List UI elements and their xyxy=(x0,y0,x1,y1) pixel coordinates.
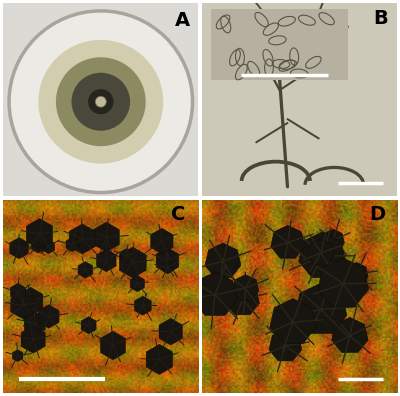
Bar xyxy=(211,9,348,80)
Circle shape xyxy=(9,11,192,192)
Text: A: A xyxy=(175,11,190,30)
Circle shape xyxy=(88,89,114,114)
Text: D: D xyxy=(370,206,386,225)
Circle shape xyxy=(38,40,163,164)
Circle shape xyxy=(95,96,106,107)
Text: B: B xyxy=(373,9,388,28)
Circle shape xyxy=(72,73,130,131)
Circle shape xyxy=(56,57,146,146)
Text: C: C xyxy=(171,206,186,225)
